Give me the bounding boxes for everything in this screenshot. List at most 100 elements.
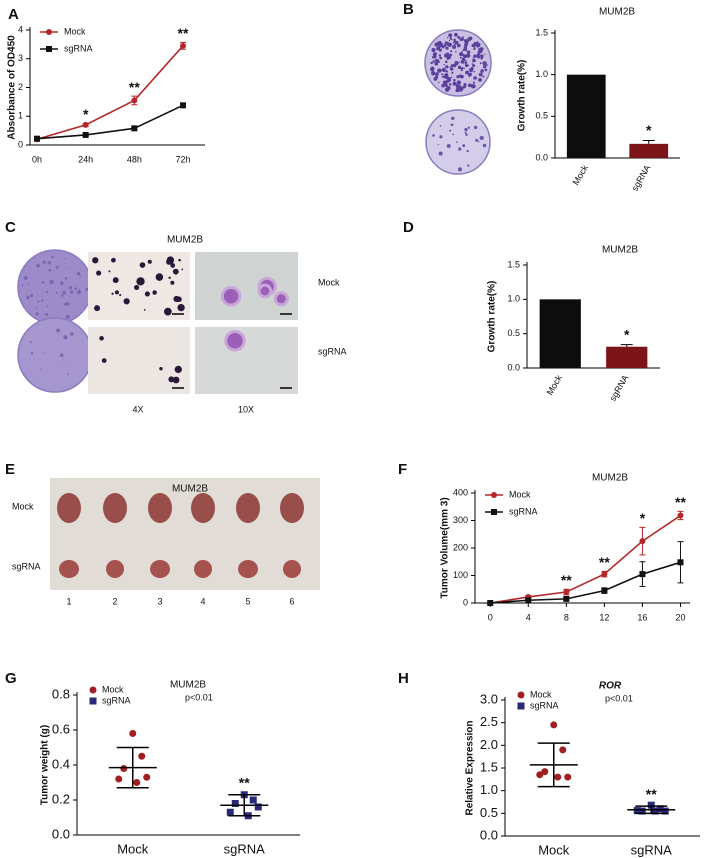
panel-label: D <box>403 219 414 236</box>
significance: * <box>83 106 89 122</box>
colony <box>41 280 45 284</box>
colony <box>76 271 81 276</box>
colony <box>63 359 65 361</box>
photo-title: MUM2B <box>167 235 203 246</box>
column-label: 2 <box>112 596 117 606</box>
bar <box>539 299 581 368</box>
marker <box>115 775 123 783</box>
colony <box>466 70 469 74</box>
colony <box>172 268 179 275</box>
chart-title: MUM2B <box>170 680 206 691</box>
colony <box>48 268 51 272</box>
panel-label: A <box>8 6 19 23</box>
sd-bar <box>116 746 149 789</box>
y-tick-label: 0.2 <box>52 791 70 806</box>
error-bar <box>642 140 655 144</box>
panel-label: F <box>398 461 407 478</box>
colony <box>436 41 441 46</box>
significance: ** <box>561 572 572 588</box>
y-tick-label: 100 <box>453 570 468 580</box>
x-tick-label: 20 <box>675 612 685 622</box>
colony <box>446 57 449 59</box>
tumor <box>236 493 260 523</box>
colony <box>471 84 476 89</box>
colony <box>479 135 484 141</box>
x-tick-label: 16 <box>637 612 647 622</box>
colony <box>455 88 460 93</box>
marker <box>133 779 141 786</box>
x-tick-label: sgRNA <box>631 842 673 857</box>
y-tick-label: 0.5 <box>507 328 520 338</box>
colony <box>443 75 447 79</box>
colony <box>462 144 466 148</box>
marker <box>554 773 562 781</box>
colony <box>438 151 443 156</box>
tumor <box>106 560 124 578</box>
bar <box>566 74 606 158</box>
colony <box>448 79 451 82</box>
colony <box>482 143 487 148</box>
significance: ** <box>599 554 610 570</box>
y-tick-label: 0.6 <box>52 721 70 736</box>
colony <box>482 61 487 66</box>
colony <box>440 69 443 72</box>
y-tick-label: 0.0 <box>507 362 520 372</box>
marker <box>143 773 151 781</box>
marker <box>82 131 89 138</box>
colony <box>464 85 467 88</box>
colony <box>475 138 479 142</box>
colony <box>478 49 483 54</box>
colony <box>462 48 466 52</box>
colony <box>473 76 477 80</box>
colony <box>40 368 42 370</box>
marker <box>559 746 567 754</box>
marker <box>601 571 608 578</box>
colony <box>28 283 30 286</box>
colony <box>472 67 474 69</box>
tumor <box>103 493 127 523</box>
tumor <box>59 560 79 578</box>
colony <box>112 277 119 284</box>
colony <box>485 64 488 67</box>
colony <box>481 68 484 72</box>
colony <box>452 81 457 86</box>
y-axis-label: Growth rate(%) <box>487 281 498 353</box>
colony <box>457 65 462 69</box>
colony <box>37 300 40 303</box>
colony <box>472 58 476 63</box>
colony <box>448 83 452 86</box>
colony <box>454 40 458 44</box>
colony <box>445 65 449 69</box>
colony <box>44 352 46 354</box>
colony <box>430 61 433 65</box>
marker <box>525 597 532 604</box>
colony <box>173 295 180 303</box>
marker <box>249 796 257 804</box>
colony <box>174 365 182 374</box>
colony <box>473 125 478 130</box>
colony <box>76 290 82 295</box>
colony <box>437 144 439 146</box>
tumor <box>283 560 301 578</box>
colony <box>472 81 476 84</box>
colony <box>473 47 476 51</box>
colony <box>483 65 487 69</box>
significance: * <box>624 326 630 342</box>
colony <box>477 55 481 59</box>
colony <box>435 61 438 64</box>
colony <box>257 283 273 299</box>
colony <box>453 38 456 42</box>
colony <box>463 55 467 58</box>
colony <box>74 287 77 290</box>
marker <box>656 805 664 813</box>
colony <box>445 70 448 73</box>
colony <box>454 43 456 46</box>
y-tick-label: 0.0 <box>480 827 498 842</box>
colony <box>45 262 47 264</box>
colony <box>441 45 445 49</box>
marker <box>564 773 572 781</box>
colony <box>178 258 181 262</box>
colony <box>451 71 454 74</box>
legend-marker <box>491 509 497 515</box>
culture-plate <box>17 249 93 325</box>
